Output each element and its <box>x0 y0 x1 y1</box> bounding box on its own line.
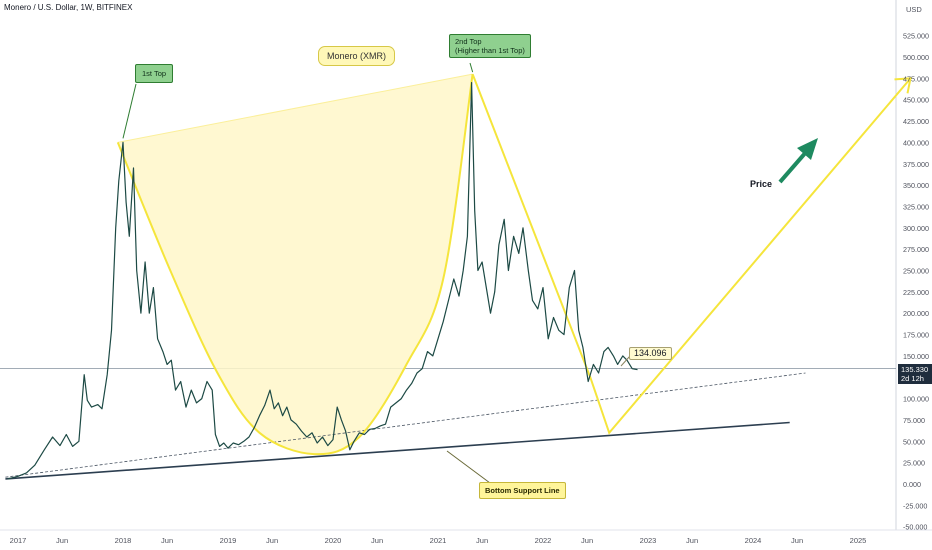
x-tick-label: 2025 <box>850 536 867 545</box>
y-tick-label: 425.000 <box>903 117 929 126</box>
y-tick-label: 50.000 <box>903 437 925 446</box>
x-tick-label: Jun <box>476 536 488 545</box>
y-axis-currency: USD <box>906 5 922 14</box>
y-tick-label: 150.000 <box>903 352 929 361</box>
cup-fill <box>117 74 473 455</box>
x-tick-label: Jun <box>371 536 383 545</box>
x-tick-label: 2017 <box>10 536 27 545</box>
projection-arrowhead <box>894 77 912 94</box>
x-tick-label: Jun <box>686 536 698 545</box>
chart-title: Monero / U.S. Dollar, 1W, BITFINEX <box>4 3 133 12</box>
x-tick-label: 2019 <box>220 536 237 545</box>
y-tick-label: 525.000 <box>903 32 929 41</box>
price-series-line <box>7 81 638 480</box>
y-tick-label: 350.000 <box>903 181 929 190</box>
dashed-trend-line <box>5 372 806 478</box>
support-pointer <box>446 450 491 484</box>
x-tick-label: Jun <box>161 536 173 545</box>
monero-callout: Monero (XMR) <box>318 46 396 66</box>
first-top-callout: 1st Top <box>135 64 174 83</box>
x-tick-label: 2022 <box>535 536 552 545</box>
y-tick-label: 0.000 <box>903 480 921 489</box>
y-tick-label: 175.000 <box>903 331 929 340</box>
current-price-value: 135.330 <box>901 365 929 374</box>
y-tick-label: 25.000 <box>903 459 925 468</box>
y-tick-label: 200.000 <box>903 309 929 318</box>
handle-projection-path <box>471 73 912 435</box>
y-tick-label: 275.000 <box>903 245 929 254</box>
x-tick-label: 2024 <box>745 536 762 545</box>
cup-curve <box>116 73 474 456</box>
x-tick-label: 2021 <box>430 536 447 545</box>
x-tick-label: Jun <box>56 536 68 545</box>
y-tick-label: 450.000 <box>903 96 929 105</box>
x-tick-label: Jun <box>581 536 593 545</box>
y-tick-label: 75.000 <box>903 416 925 425</box>
y-tick-label: 250.000 <box>903 267 929 276</box>
x-tick-label: 2018 <box>115 536 132 545</box>
y-tick-label: -25.000 <box>903 501 927 510</box>
price-arrow-shaft <box>778 149 809 184</box>
second-top-callout: 2nd Top (Higher than 1st Top) <box>449 34 531 58</box>
x-tick-label: Jun <box>266 536 278 545</box>
last-price-pointer <box>620 355 631 367</box>
cup-rim-line <box>117 73 473 143</box>
y-tick-label: 475.000 <box>903 74 929 83</box>
y-tick-label: -50.000 <box>903 523 927 532</box>
y-tick-label: 500.000 <box>903 53 929 62</box>
y-tick-label: 225.000 <box>903 288 929 297</box>
bottom-support-line <box>5 421 790 480</box>
x-tick-label: Jun <box>791 536 803 545</box>
second-top-pointer <box>469 62 474 73</box>
support-line-callout: Bottom Support Line <box>479 482 566 499</box>
x-tick-label: 2023 <box>640 536 657 545</box>
last-price-label: 134.096 <box>629 347 672 360</box>
current-price-tag: 135.330 2d 12h <box>898 364 932 384</box>
countdown-value: 2d 12h <box>901 374 924 383</box>
second-top-note: (Higher than 1st Top) <box>455 46 525 55</box>
y-tick-label: 325.000 <box>903 202 929 211</box>
price-arrow-label: Price <box>750 179 773 189</box>
y-tick-label: 400.000 <box>903 138 929 147</box>
x-tick-label: 2020 <box>325 536 342 545</box>
price-arrow-head <box>797 138 818 160</box>
y-tick-label: 100.000 <box>903 395 929 404</box>
y-tick-label: 300.000 <box>903 224 929 233</box>
first-top-pointer <box>122 83 137 139</box>
y-tick-label: 375.000 <box>903 160 929 169</box>
second-top-title: 2nd Top <box>455 37 482 46</box>
